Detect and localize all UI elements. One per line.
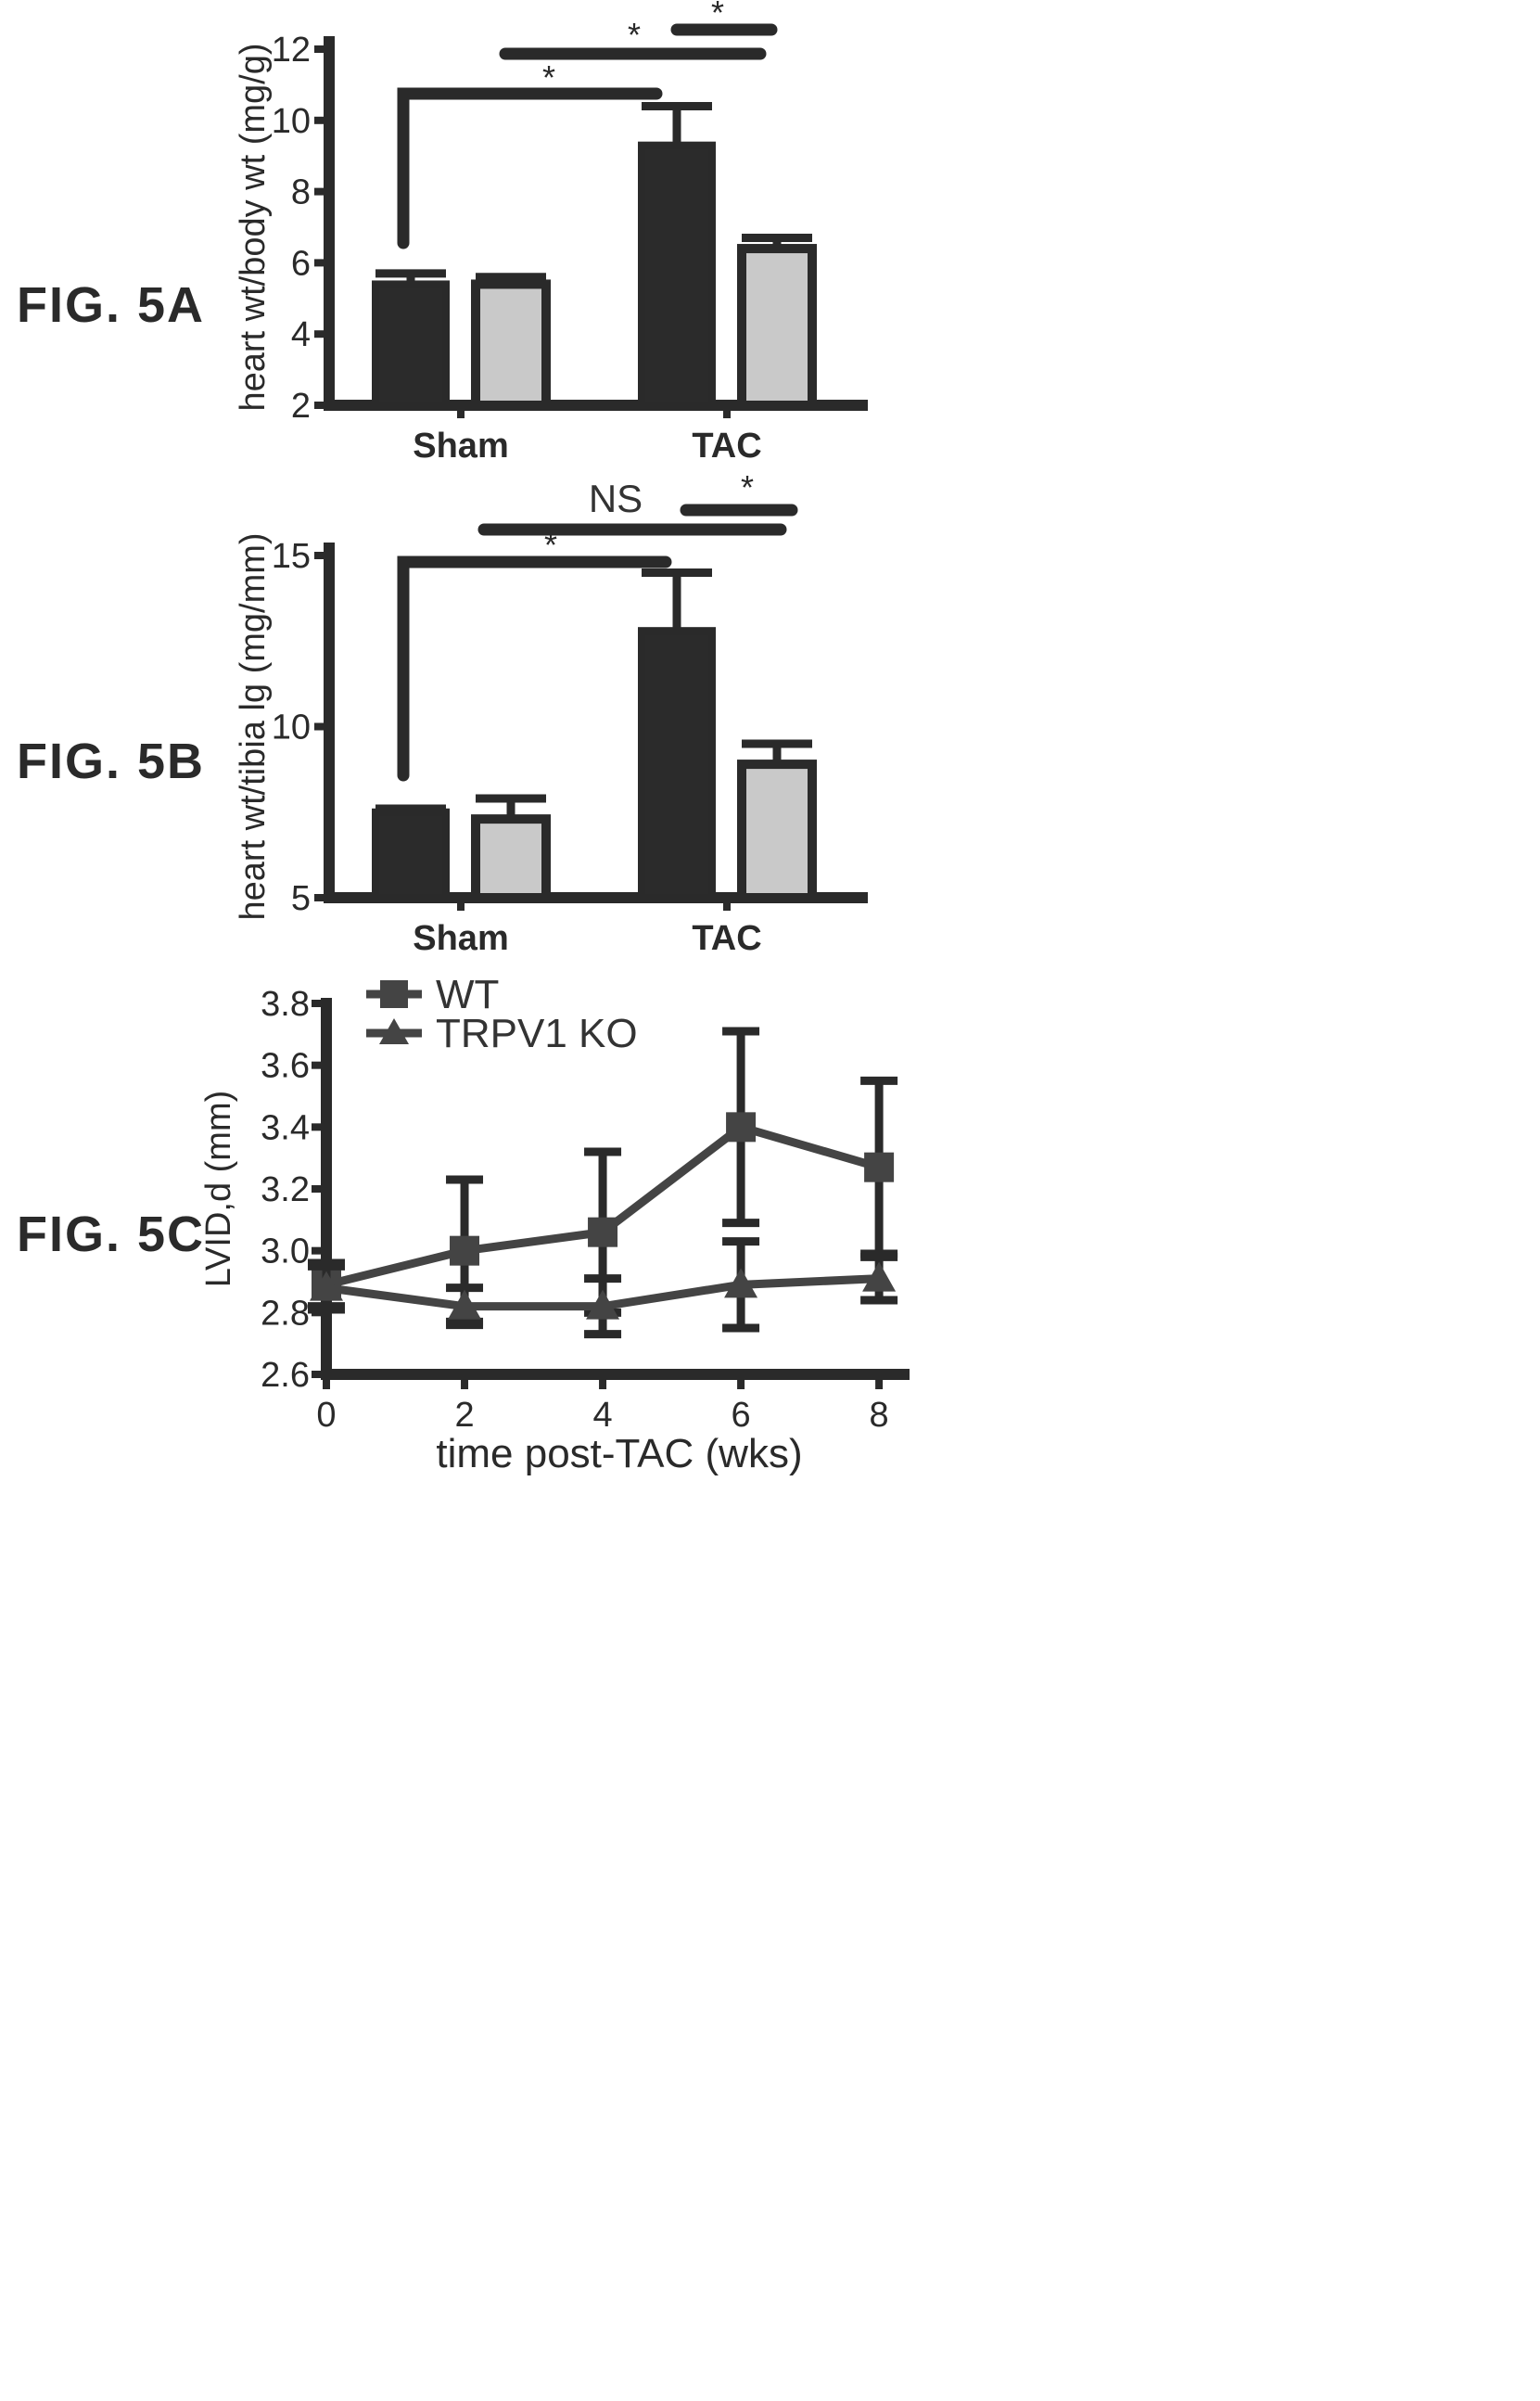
bar-wt: [372, 280, 450, 409]
figure-label-5c: FIG. 5C: [17, 1207, 206, 1262]
ns-label: NS: [589, 477, 643, 520]
y-tick-label: 3.2: [261, 1170, 310, 1209]
y-axis-label: heart wt/tibia lg (mg/mm): [234, 532, 273, 920]
y-tick-label: 12: [272, 31, 311, 70]
data-point-trpv1-ko: [724, 1268, 758, 1298]
significance-bracket: [397, 87, 663, 249]
data-point-wt: [450, 1235, 480, 1266]
x-tick-label: 8: [870, 1396, 889, 1435]
y-tick-label: 10: [272, 102, 311, 141]
y-tick-label: 10: [272, 709, 311, 747]
figure-label-5a: FIG. 5A: [17, 277, 206, 333]
legend-label: TRPV1 KO: [436, 1011, 638, 1056]
y-axis-label: LVID,d (mm): [199, 1091, 238, 1288]
x-axis-label: time post-TAC (wks): [436, 1431, 802, 1476]
data-point-wt: [588, 1217, 618, 1247]
y-tick-label: 8: [291, 173, 311, 212]
data-point-trpv1-ko: [448, 1289, 482, 1320]
x-category-label: Sham: [413, 427, 508, 466]
significance-star: *: [711, 0, 724, 32]
y-tick-label: 2: [291, 387, 311, 426]
data-point-wt: [864, 1152, 895, 1182]
figure-label-5b: FIG. 5B: [17, 734, 206, 789]
y-tick-label: 3.0: [261, 1232, 310, 1271]
y-tick-label: 3.4: [261, 1108, 310, 1147]
bar-ko: [737, 244, 817, 411]
y-tick-label: 3.8: [261, 985, 310, 1024]
x-tick-label: 6: [732, 1396, 751, 1435]
bar-ko: [471, 814, 551, 903]
legend-label: WT: [436, 972, 499, 1017]
x-tick-label: 4: [592, 1396, 612, 1435]
x-category-label: Sham: [413, 919, 508, 958]
y-tick-label: 2.8: [261, 1294, 310, 1333]
data-point-trpv1-ko: [862, 1261, 897, 1292]
y-tick-label: 3.6: [261, 1047, 310, 1086]
data-point-wt: [726, 1112, 757, 1143]
significance-star: *: [628, 16, 641, 54]
legend-marker-triangle: [379, 1018, 409, 1044]
y-tick-label: 6: [291, 244, 311, 283]
x-tick-label: 2: [454, 1396, 474, 1435]
bar-wt: [638, 627, 716, 901]
y-tick-label: 15: [272, 537, 311, 576]
y-tick-label: 2.6: [261, 1356, 310, 1395]
data-point-trpv1-ko: [310, 1271, 343, 1301]
significance-star: *: [542, 58, 555, 96]
bar-ko: [737, 760, 817, 903]
y-tick-label: 5: [291, 879, 311, 918]
y-tick-label: 4: [291, 315, 311, 354]
x-tick-label: 0: [316, 1396, 336, 1435]
x-category-label: TAC: [692, 427, 761, 466]
bar-wt: [638, 141, 716, 409]
x-category-label: TAC: [692, 919, 761, 958]
legend-marker-square: [380, 980, 408, 1008]
significance-star: *: [741, 468, 754, 506]
significance-bracket: [397, 556, 672, 782]
y-axis-label: heart wt/body wt (mg/g): [234, 43, 273, 411]
data-point-trpv1-ko: [586, 1289, 620, 1320]
